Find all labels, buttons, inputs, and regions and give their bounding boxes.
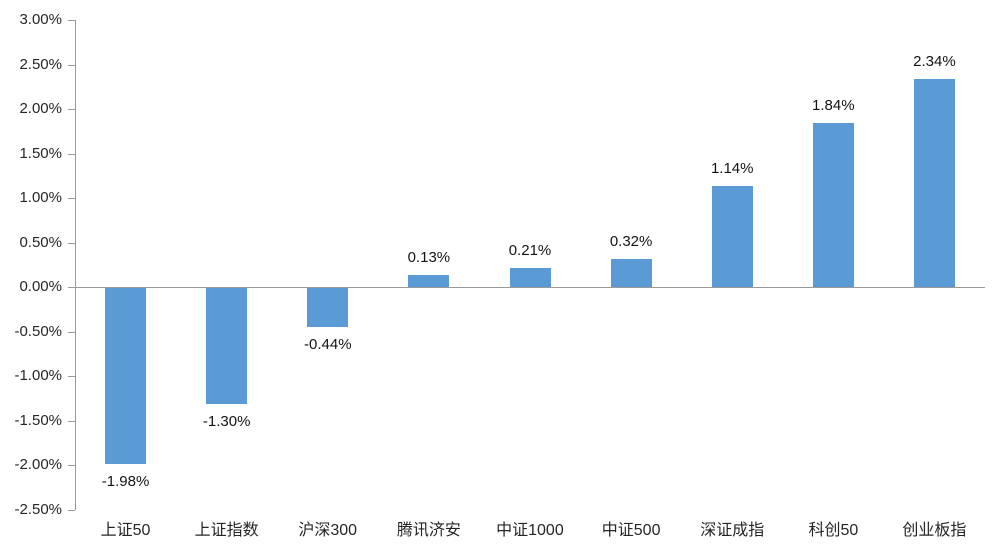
y-tick-mark bbox=[68, 64, 75, 66]
category-label: 中证1000 bbox=[496, 522, 564, 539]
bar-value-label: -0.44% bbox=[304, 336, 352, 354]
y-tick-label: 0.50% bbox=[19, 233, 62, 251]
y-tick-label: 2.50% bbox=[19, 55, 62, 73]
y-tick-mark bbox=[68, 242, 75, 244]
category-label: 沪深300 bbox=[298, 522, 358, 539]
bar-value-label: -1.98% bbox=[101, 473, 150, 491]
bar-value-label: 0.21% bbox=[508, 242, 552, 260]
category-label: 中证500 bbox=[601, 522, 661, 539]
bar-value-label: 0.13% bbox=[407, 249, 451, 267]
y-tick-mark bbox=[68, 331, 75, 333]
y-tick-label: -2.50% bbox=[14, 500, 62, 518]
category-label: 深证成指 bbox=[700, 522, 765, 539]
category-label: 上证指数 bbox=[194, 522, 259, 539]
bar-腾讯济安 bbox=[408, 275, 450, 287]
bar-中证500 bbox=[610, 258, 652, 287]
y-tick-mark bbox=[68, 376, 75, 377]
bar-创业板指 bbox=[913, 78, 955, 287]
y-tick-label: -0.50% bbox=[14, 322, 62, 340]
bar-沪深300 bbox=[307, 288, 349, 328]
bar-value-label: 1.14% bbox=[710, 159, 754, 177]
y-tick-mark bbox=[68, 509, 75, 511]
y-tick-label: -1.00% bbox=[14, 367, 62, 384]
bar-科创50 bbox=[812, 123, 854, 287]
bar-上证50 bbox=[105, 288, 147, 465]
y-tick-mark bbox=[68, 287, 75, 288]
y-tick-mark bbox=[68, 153, 75, 155]
y-axis-line bbox=[75, 20, 76, 510]
y-tick-label: 0.00% bbox=[19, 278, 62, 295]
bar-value-label: -1.30% bbox=[202, 412, 251, 430]
y-tick-mark bbox=[68, 20, 75, 21]
bar-value-label: 2.34% bbox=[913, 52, 956, 70]
category-label: 创业板指 bbox=[902, 522, 967, 539]
x-axis-zero-line bbox=[75, 287, 985, 288]
category-label: 腾讯济安 bbox=[396, 522, 461, 539]
category-label: 上证50 bbox=[100, 522, 151, 539]
y-tick-mark bbox=[68, 109, 75, 110]
y-tick-mark bbox=[68, 198, 75, 199]
bar-value-label: 1.84% bbox=[812, 97, 855, 115]
bar-value-label: 0.32% bbox=[609, 232, 653, 250]
y-tick-label: 3.00% bbox=[19, 11, 62, 28]
y-tick-label: 2.00% bbox=[19, 100, 62, 117]
bar-上证指数 bbox=[206, 288, 248, 404]
y-tick-label: -1.50% bbox=[14, 411, 62, 429]
y-tick-mark bbox=[68, 420, 75, 422]
y-tick-label: -2.00% bbox=[14, 456, 62, 473]
bar-中证1000 bbox=[509, 268, 551, 287]
y-tick-label: 1.50% bbox=[19, 144, 62, 162]
y-tick-label: 1.00% bbox=[19, 189, 62, 206]
category-label: 科创50 bbox=[808, 522, 859, 539]
y-tick-mark bbox=[68, 465, 75, 466]
bar-深证成指 bbox=[711, 185, 753, 287]
